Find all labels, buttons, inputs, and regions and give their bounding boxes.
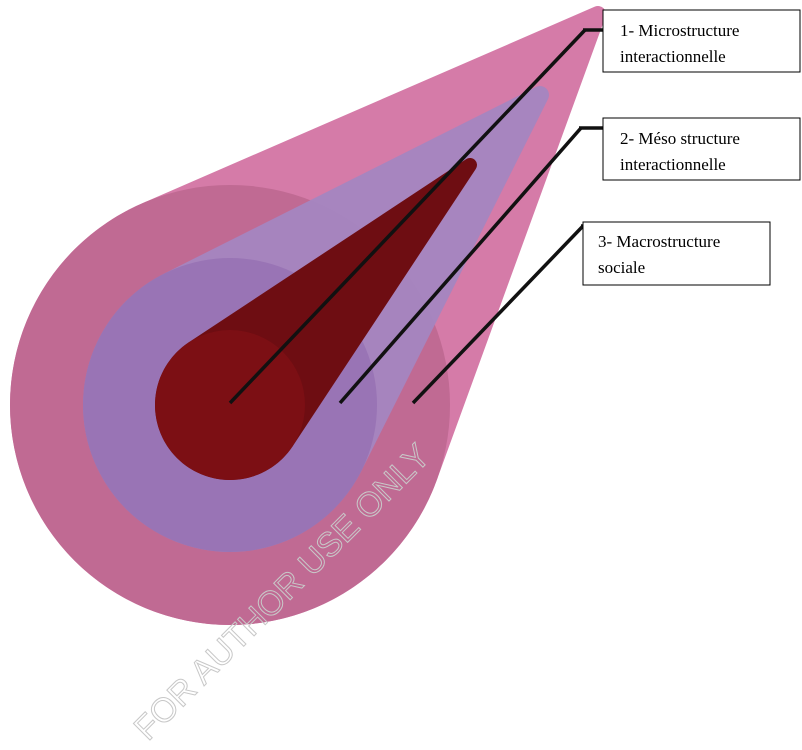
label-text: interactionnelle [620,155,726,174]
cone-base [155,330,305,480]
leader-line [411,224,585,405]
leader-line [228,28,587,405]
label-box [582,221,771,286]
label-text: 1- Microstructure [620,21,739,40]
label-text: sociale [598,258,645,277]
label-box [602,117,801,181]
leader-line [338,126,583,405]
label-text: 3- Macrostructure [598,232,720,251]
label-text: interactionnelle [620,47,726,66]
cones [9,5,606,625]
label-text: 2- Méso structure [620,129,740,148]
label-box [602,9,801,73]
